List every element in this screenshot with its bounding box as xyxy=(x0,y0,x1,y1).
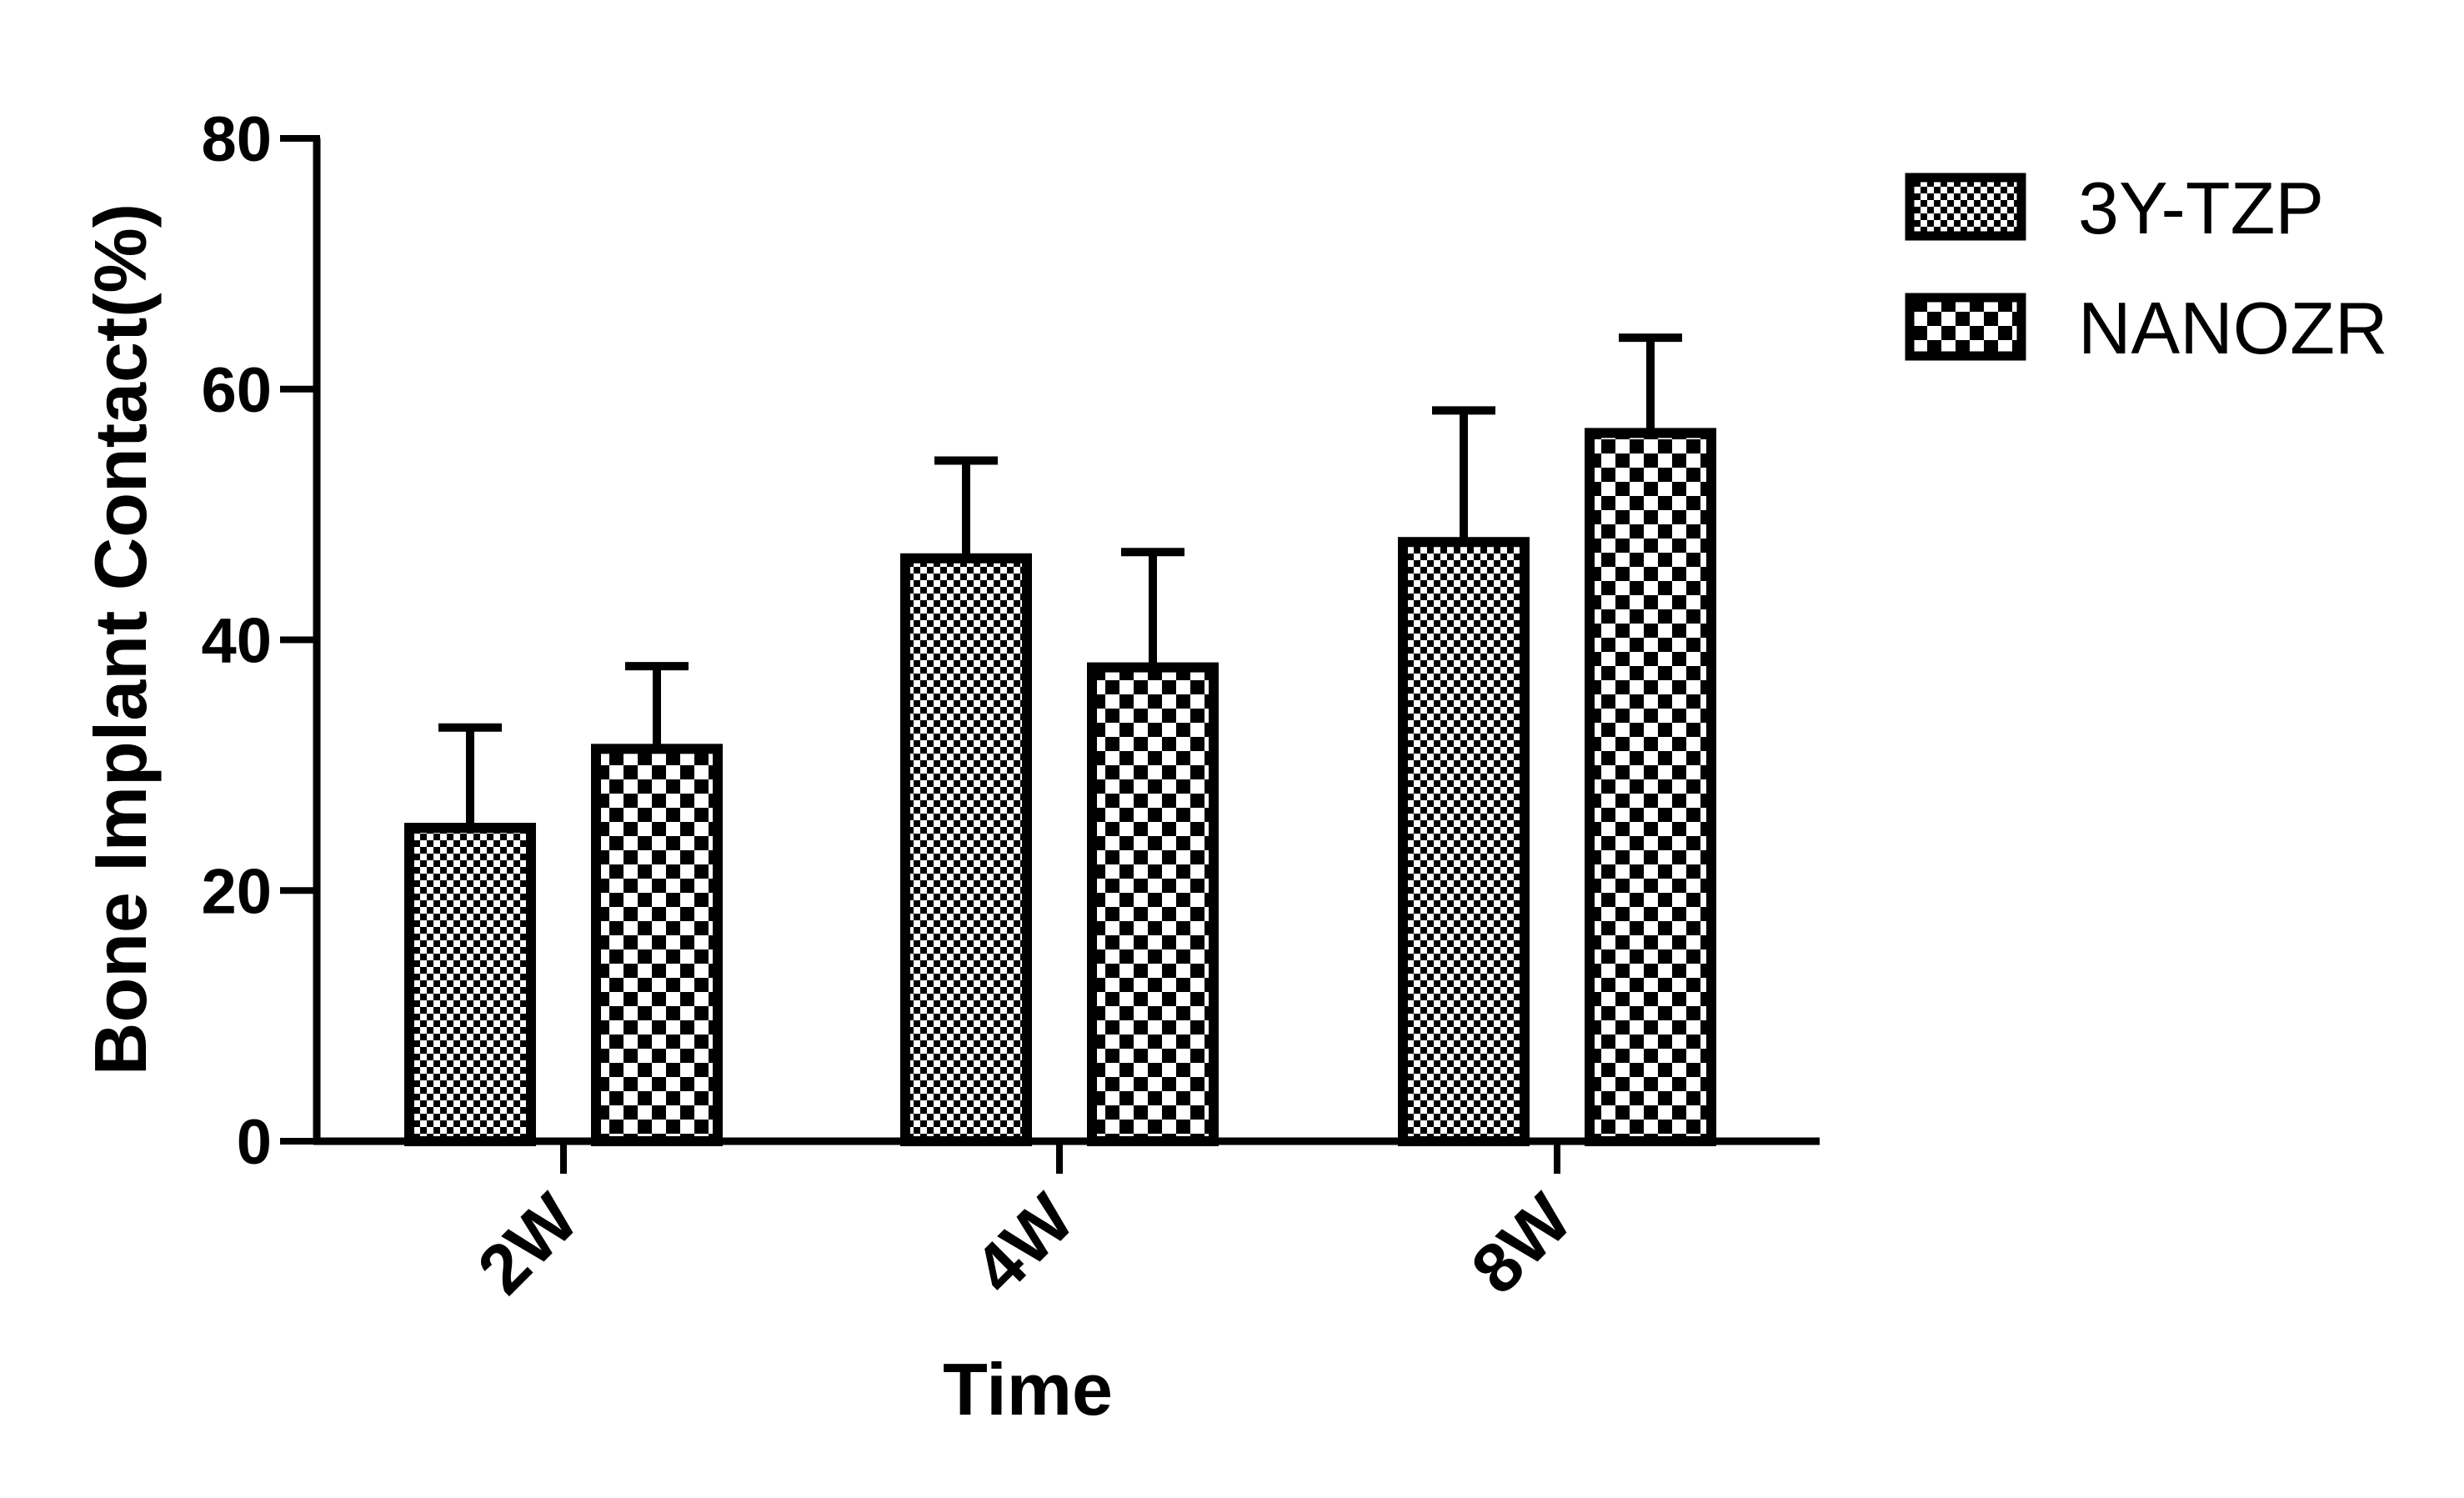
y-tick-label: 60 xyxy=(201,355,272,426)
legend-label-3y-tzp: 3Y-TZP xyxy=(2078,167,2324,249)
y-ticks: 0 20 40 60 80 xyxy=(201,104,320,1178)
bar-3y-tzp-4w xyxy=(900,553,1032,1146)
x-tick-label: 4W xyxy=(959,1179,1089,1309)
x-tick-label: 2W xyxy=(463,1179,593,1309)
legend-swatch-3y-tzp xyxy=(1905,173,2026,241)
bar-3y-tzp-2w xyxy=(404,823,536,1146)
bars xyxy=(404,428,1716,1146)
y-axis-title: Bone Implant Contact(%) xyxy=(79,203,162,1075)
y-tick-label: 0 xyxy=(237,1107,272,1178)
x-axis-title: Time xyxy=(943,1348,1113,1430)
legend-label-nanozr: NANOZR xyxy=(2078,287,2388,369)
bar-nanozr-2w xyxy=(591,744,723,1146)
bar-3y-tzp-8w xyxy=(1398,537,1530,1146)
bar-nanozr-8w xyxy=(1585,428,1716,1146)
y-tick-label: 80 xyxy=(201,104,272,175)
x-tick-label: 8W xyxy=(1456,1179,1586,1309)
bar-nanozr-4w xyxy=(1087,662,1219,1146)
x-ticks: 2W 4W 8W xyxy=(463,1141,1586,1309)
error-bars xyxy=(438,333,1682,829)
y-tick-label: 40 xyxy=(201,606,272,677)
legend: 3Y-TZP NANOZR xyxy=(1905,167,2388,369)
y-tick-label: 20 xyxy=(201,856,272,927)
legend-swatch-nanozr xyxy=(1905,293,2026,361)
